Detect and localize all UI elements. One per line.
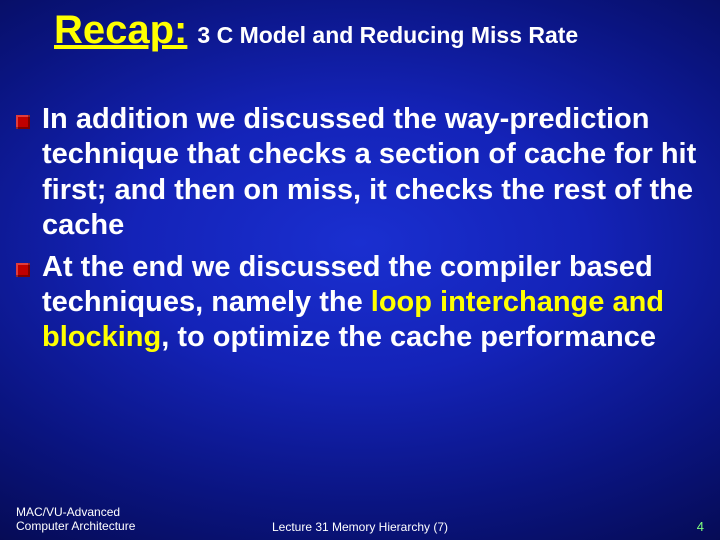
recap-subtitle: 3 C Model and Reducing Miss Rate (197, 22, 578, 49)
bullet-text-pre: In addition we discussed the way-predict… (42, 103, 696, 241)
bullet-icon (16, 115, 30, 129)
bullet-item: In addition we discussed the way-predict… (16, 102, 700, 244)
body-content: In addition we discussed the way-predict… (16, 102, 700, 362)
recap-title: Recap: (54, 8, 187, 53)
page-number: 4 (697, 519, 704, 534)
bullet-icon (16, 263, 30, 277)
title-row: Recap: 3 C Model and Reducing Miss Rate (54, 8, 700, 53)
bullet-text-post: , to optimize the cache performance (161, 321, 656, 353)
bullet-text: In addition we discussed the way-predict… (42, 102, 700, 244)
bullet-text: At the end we discussed the compiler bas… (42, 250, 700, 356)
footer-center: Lecture 31 Memory Hierarchy (7) (272, 520, 448, 534)
footer-left-line1: MAC/VU-Advanced (16, 506, 135, 520)
slide: Recap: 3 C Model and Reducing Miss Rate … (0, 0, 720, 540)
footer-left: MAC/VU-Advanced Computer Architecture (16, 506, 135, 534)
footer-left-line2: Computer Architecture (16, 520, 135, 534)
bullet-item: At the end we discussed the compiler bas… (16, 250, 700, 356)
